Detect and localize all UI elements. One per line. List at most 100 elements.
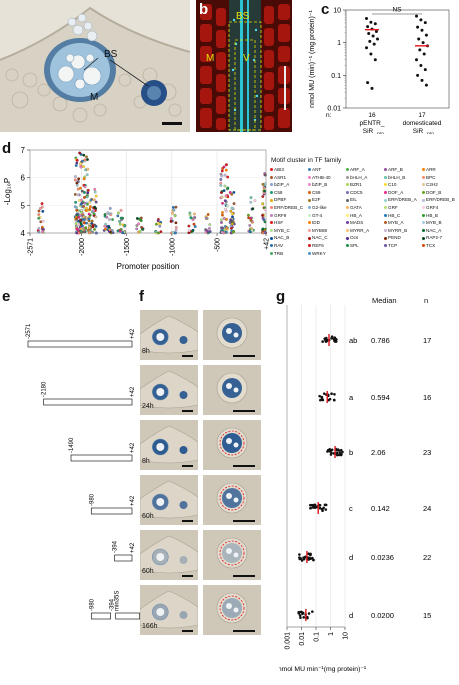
- motif-point: [86, 191, 90, 195]
- chart-d: -2571 -2000 -1500 -1000 -500 +42 4 5 6 7 -Log₁₀P Pr…: [3, 146, 270, 271]
- median-header: Median: [372, 296, 397, 305]
- motif-point: [73, 205, 77, 209]
- data-point: [368, 39, 372, 43]
- legend-label: G2-like: [312, 205, 327, 210]
- motif-point: [121, 231, 124, 235]
- motif-point: [104, 222, 108, 226]
- x-axis-label: Promoter position: [117, 262, 180, 271]
- legend-swatch: [346, 191, 349, 195]
- legend-entry: HSF: [270, 220, 283, 225]
- category-label-sub: SiR: [363, 128, 374, 134]
- motif-point: [219, 178, 223, 181]
- legend-label: HB_C: [388, 212, 401, 218]
- legend-swatch: [384, 206, 387, 210]
- legend-swatch: [308, 198, 311, 202]
- data-point: [322, 506, 325, 510]
- legend-swatch: [270, 175, 273, 179]
- motif-point: [204, 228, 208, 232]
- motif-point: [173, 214, 177, 218]
- data-point: [369, 20, 373, 24]
- legend-label: MYB_C: [274, 227, 290, 233]
- legend-swatch: [384, 168, 387, 172]
- legend-label: C58: [274, 189, 283, 195]
- legend-swatch: [384, 191, 387, 195]
- data-point: [309, 506, 312, 510]
- legend-entry: GRF4: [422, 205, 438, 210]
- legend-swatch: [422, 221, 425, 225]
- legend-label: ARF_B: [388, 167, 403, 172]
- legend-swatch: [346, 221, 349, 225]
- legend-entry: ANT: [308, 167, 321, 172]
- data-point: [322, 392, 326, 395]
- construct-start-label: -1490: [69, 437, 75, 453]
- panel-b-v-label: V: [243, 53, 250, 64]
- motif-point: [118, 220, 121, 223]
- legend-entry: Ocs: [346, 235, 358, 240]
- motif-point: [232, 190, 236, 194]
- legend-swatch: [384, 244, 387, 248]
- motif-point: [261, 227, 265, 231]
- data-point: [416, 73, 420, 77]
- category-label-main: domesticated: [403, 120, 442, 127]
- legend-entry: WRKY: [308, 251, 326, 256]
- legend-entry: IDD: [308, 220, 320, 225]
- motif-point: [81, 224, 84, 228]
- x-tick-label: -1500: [124, 238, 131, 256]
- construct-box: [70, 454, 133, 462]
- legend-swatch: [422, 229, 425, 233]
- data-point: [370, 86, 374, 90]
- motif-point: [37, 216, 41, 220]
- data-point: [369, 52, 373, 56]
- legend-label: ERF/DREB_B: [426, 197, 455, 203]
- construct-end-label: +42: [130, 328, 136, 339]
- significance-letter: d: [349, 611, 353, 620]
- incubation-time-label: 60h: [142, 568, 154, 575]
- y-tick-label: 6: [21, 174, 26, 183]
- incubation-time-label: 24h: [142, 403, 154, 410]
- construct-start-label: -980: [89, 493, 95, 506]
- leaf-section-micrograph: [140, 420, 198, 470]
- motif-point: [219, 181, 223, 185]
- motif-point: [93, 205, 97, 209]
- motif-point: [37, 226, 41, 230]
- legend-swatch: [270, 236, 273, 240]
- legend-entry: bHLH_B: [384, 175, 405, 180]
- motif-point: [94, 231, 98, 235]
- motif-point: [40, 225, 44, 229]
- motif-point: [136, 217, 139, 220]
- data-point: [365, 46, 368, 50]
- legend-label: WRKY: [312, 250, 326, 256]
- legend-label: IDD: [312, 220, 320, 226]
- leaf-section-micrograph: [140, 530, 198, 580]
- motif-point: [261, 202, 264, 206]
- legend-label: DOF_A: [388, 189, 404, 195]
- legend-entry: ERF/DREB_C: [270, 205, 303, 210]
- legend-swatch: [270, 168, 273, 172]
- x-tick-label: -1000: [169, 238, 176, 256]
- data-point: [313, 503, 316, 507]
- data-point: [424, 33, 428, 37]
- motif-point: [228, 191, 232, 194]
- legend-entry: MYB_C: [270, 228, 290, 233]
- data-point: [422, 52, 426, 56]
- motif-point: [261, 182, 265, 186]
- motif-point: [206, 213, 210, 216]
- legend-entry: GT-4: [308, 213, 322, 218]
- legend-entry: MYB_A: [384, 220, 404, 225]
- data-point: [298, 557, 302, 561]
- y-tick-label: 7: [21, 146, 26, 155]
- motif-point: [92, 212, 96, 216]
- data-point: [336, 448, 340, 451]
- y-tick-label: 5: [21, 201, 26, 210]
- legend-swatch: [384, 213, 387, 217]
- legend-label: ANT: [312, 167, 322, 172]
- motif-point: [116, 214, 120, 218]
- motif-point: [171, 211, 174, 215]
- x-tick-label: 10: [343, 632, 350, 640]
- motif-point: [75, 161, 79, 165]
- data-point: [371, 34, 375, 38]
- data-point: [337, 453, 341, 457]
- motif-point: [39, 220, 43, 224]
- legend-label: GT-4: [312, 212, 323, 218]
- legend-swatch: [308, 168, 311, 172]
